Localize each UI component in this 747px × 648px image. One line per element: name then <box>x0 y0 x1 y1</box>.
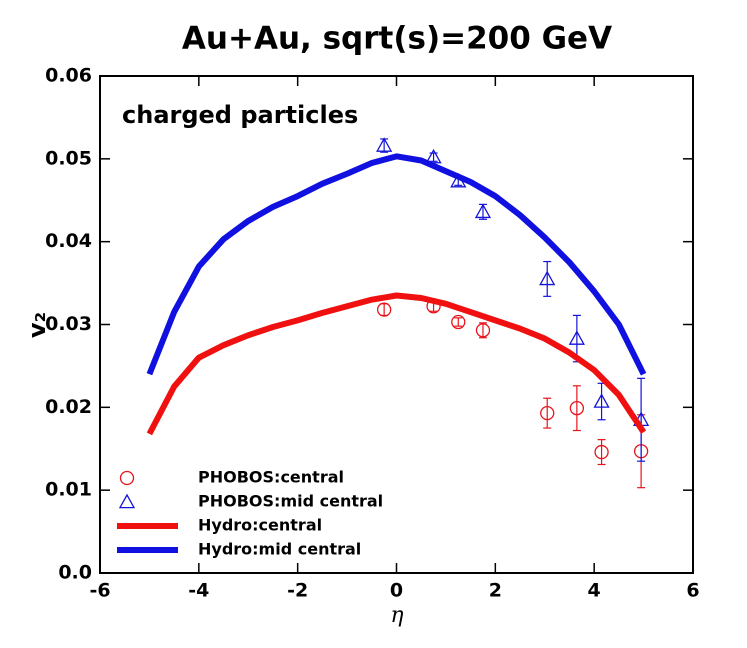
legend-label: Hydro:central <box>198 516 322 535</box>
point <box>539 270 556 286</box>
point <box>568 330 585 345</box>
x-tick-label: 6 <box>686 580 699 602</box>
point <box>540 405 555 421</box>
point <box>569 401 585 416</box>
x-tick-label: -4 <box>188 580 209 602</box>
y-tick-label: 0.06 <box>45 65 92 87</box>
point <box>376 137 393 152</box>
line <box>146 153 647 376</box>
legend-label: PHOBOS:mid central <box>198 492 383 511</box>
point <box>593 393 610 408</box>
legend-swatch <box>118 493 136 509</box>
point <box>475 323 491 338</box>
legend-label: PHOBOS:central <box>198 468 344 487</box>
legend-swatch <box>119 470 135 486</box>
legend-label: Hydro:mid central <box>198 540 361 559</box>
y-tick-label: 0.05 <box>45 147 92 169</box>
point <box>594 444 609 460</box>
y-tick-label: 0.02 <box>45 396 92 418</box>
x-tick-label: 2 <box>489 580 502 602</box>
chart-title: Au+Au, sqrt(s)=200 GeV <box>182 21 612 57</box>
y-tick-label: 0.03 <box>45 313 92 335</box>
x-tick-label: -2 <box>287 580 308 602</box>
plot-frame <box>99 75 694 574</box>
line <box>146 292 647 436</box>
point <box>451 314 466 330</box>
point <box>376 302 392 317</box>
y-tick-label: 0.04 <box>45 230 92 252</box>
annotation: charged particles <box>122 101 358 129</box>
x-tick-label: 4 <box>588 580 601 602</box>
y-tick-label: 0.01 <box>45 479 92 501</box>
x-axis-label: η <box>390 603 403 628</box>
x-tick-label: 0 <box>390 580 403 602</box>
y-axis-label: v₂ <box>23 312 51 338</box>
y-tick-label: 0.0 <box>58 562 92 584</box>
x-tick-label: -6 <box>89 580 110 602</box>
point <box>474 203 492 219</box>
